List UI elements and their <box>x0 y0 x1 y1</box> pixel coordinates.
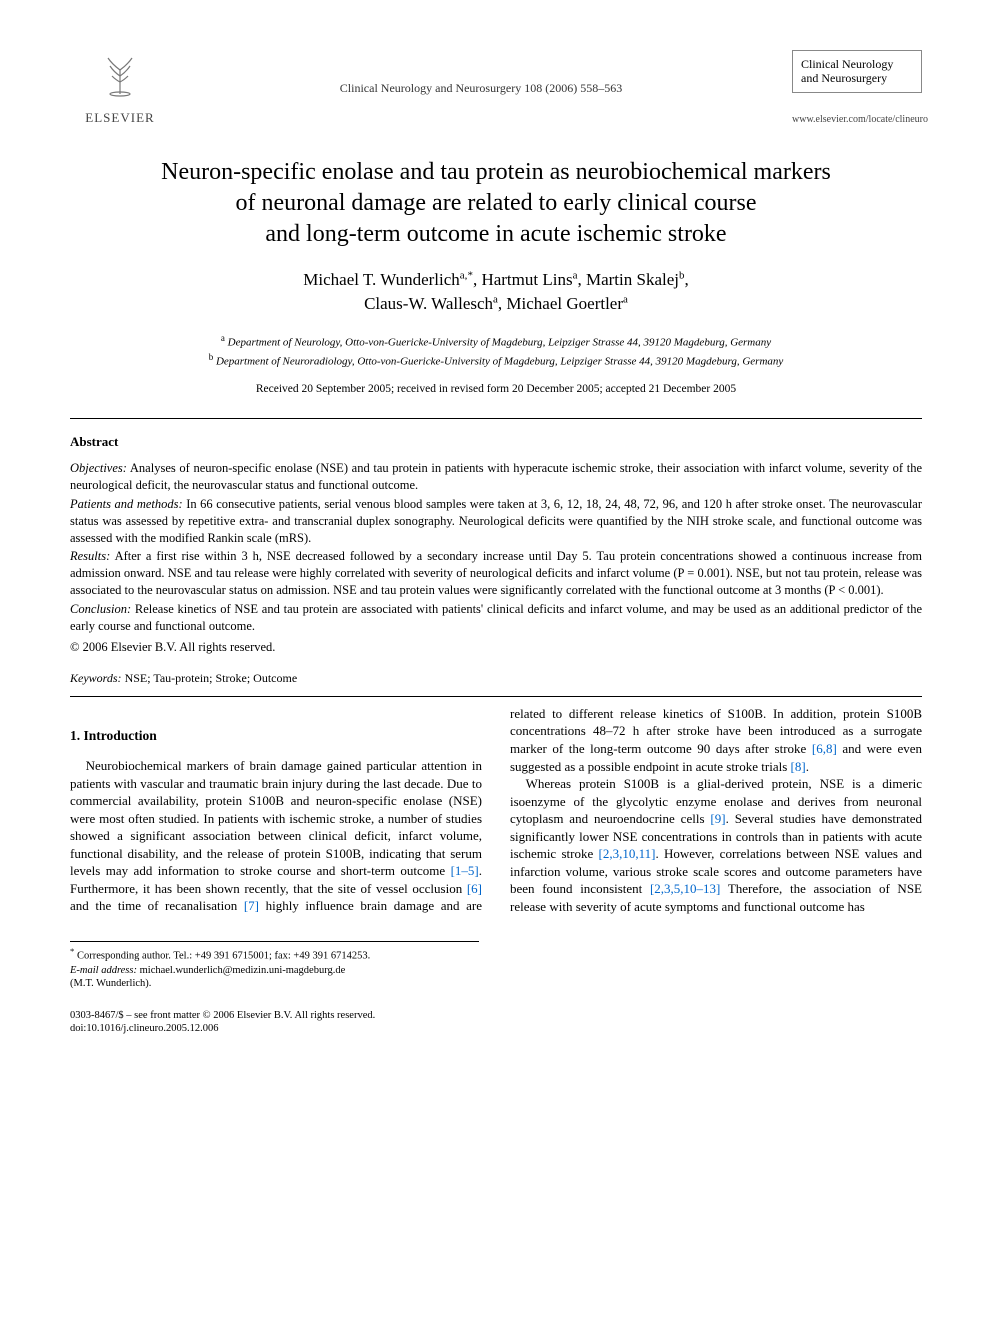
author-1: Michael T. Wunderlich <box>303 270 460 289</box>
author-4-aff: a <box>493 293 498 305</box>
affiliations: a Department of Neurology, Otto-von-Guer… <box>70 332 922 370</box>
abstract-heading: Abstract <box>70 433 922 451</box>
author-2-aff: a <box>573 270 578 282</box>
abstract-methods: Patients and methods: In 66 consecutive … <box>70 496 922 547</box>
cite-8[interactable]: [8] <box>791 759 806 774</box>
elsevier-tree-icon <box>96 50 144 109</box>
cite-6-8[interactable]: [6,8] <box>812 741 837 756</box>
corr-star: * <box>70 946 74 956</box>
aff-b-label: b <box>209 352 214 362</box>
p2e: . <box>806 759 809 774</box>
email-suffix: (M.T. Wunderlich). <box>70 977 479 991</box>
author-5-aff: a <box>623 293 628 305</box>
body-columns: 1. Introduction Neurobiochemical markers… <box>70 705 922 916</box>
journal-title-box: Clinical Neurology and Neurosurgery <box>792 50 922 93</box>
results-label: Results: <box>70 549 110 563</box>
cite-2-3-5-10-13[interactable]: [2,3,5,10–13] <box>650 881 720 896</box>
objectives-label: Objectives: <box>70 461 127 475</box>
cite-7[interactable]: [7] <box>244 898 259 913</box>
abstract-results: Results: After a first rise within 3 h, … <box>70 548 922 599</box>
aff-a-label: a <box>221 333 225 343</box>
authors-list: Michael T. Wunderlicha,*, Hartmut Linsa,… <box>70 268 922 316</box>
title-line2: of neuronal damage are related to early … <box>235 190 756 216</box>
page-header: ELSEVIER Clinical Neurology and Neurosur… <box>70 50 922 127</box>
journal-url: www.elsevier.com/locate/clineuro <box>792 113 922 127</box>
abstract-body: Objectives: Analyses of neuron-specific … <box>70 460 922 656</box>
footnotes: * Corresponding author. Tel.: +49 391 67… <box>70 941 479 990</box>
journal-title-block: Clinical Neurology and Neurosurgery www.… <box>792 50 922 126</box>
author-4: Claus-W. Wallesch <box>364 294 493 313</box>
footer-issn: 0303-8467/$ – see front matter © 2006 El… <box>70 1009 922 1023</box>
rule-top <box>70 418 922 419</box>
affiliation-b: b Department of Neuroradiology, Otto-von… <box>70 351 922 370</box>
email-line: E-mail address: michael.wunderlich@mediz… <box>70 964 479 978</box>
conclusion-text: Release kinetics of NSE and tau protein … <box>70 602 922 633</box>
cite-9[interactable]: [9] <box>710 811 725 826</box>
author-3-aff: b <box>679 270 685 282</box>
keywords-block: Keywords: NSE; Tau-protein; Stroke; Outc… <box>70 670 922 686</box>
aff-b-text: Department of Neuroradiology, Otto-von-G… <box>216 356 783 368</box>
journal-title-line2: and Neurosurgery <box>801 71 913 85</box>
copyright-line: © 2006 Elsevier B.V. All rights reserved… <box>70 639 922 656</box>
abstract-objectives: Objectives: Analyses of neuron-specific … <box>70 460 922 494</box>
cite-6[interactable]: [6] <box>467 881 482 896</box>
article-title: Neuron-specific enolase and tau protein … <box>70 157 922 251</box>
corr-text: Corresponding author. Tel.: +49 391 6715… <box>77 951 370 962</box>
email-label: E-mail address: <box>70 965 137 976</box>
p1a: Neurobiochemical markers of brain damage… <box>70 758 482 878</box>
author-3: Martin Skalej <box>586 270 679 289</box>
article-dates: Received 20 September 2005; received in … <box>70 382 922 398</box>
author-5: Michael Goertler <box>506 294 623 313</box>
aff-a-text: Department of Neurology, Otto-von-Gueric… <box>228 337 772 349</box>
footer-doi: doi:10.1016/j.clineuro.2005.12.006 <box>70 1022 922 1036</box>
author-2: Hartmut Lins <box>481 270 572 289</box>
p2a: occlusion <box>412 881 466 896</box>
email-address: michael.wunderlich@medizin.uni-magdeburg… <box>140 965 346 976</box>
cite-1-5[interactable]: [1–5] <box>451 863 479 878</box>
keywords-label: Keywords: <box>70 671 122 685</box>
corresponding-author-note: * Corresponding author. Tel.: +49 391 67… <box>70 946 479 963</box>
intro-para-3: Whereas protein S100B is a glial-derived… <box>510 775 922 915</box>
journal-citation: Clinical Neurology and Neurosurgery 108 … <box>170 50 792 96</box>
abstract-conclusion: Conclusion: Release kinetics of NSE and … <box>70 601 922 635</box>
keywords-text: NSE; Tau-protein; Stroke; Outcome <box>125 671 298 685</box>
affiliation-a: a Department of Neurology, Otto-von-Guer… <box>70 332 922 351</box>
title-line1: Neuron-specific enolase and tau protein … <box>161 159 831 185</box>
title-line3: and long-term outcome in acute ischemic … <box>265 221 726 247</box>
methods-label: Patients and methods: <box>70 497 183 511</box>
publisher-name: ELSEVIER <box>85 109 154 127</box>
author-1-corr: * <box>467 270 473 282</box>
results-text: After a first rise within 3 h, NSE decre… <box>70 549 922 597</box>
objectives-text: Analyses of neuron-specific enolase (NSE… <box>70 461 922 492</box>
footer-block: 0303-8467/$ – see front matter © 2006 El… <box>70 1009 922 1036</box>
rule-bottom <box>70 696 922 697</box>
cite-2-3-10-11[interactable]: [2,3,10,11] <box>599 846 656 861</box>
p2b: and the time of recanalisation <box>70 898 244 913</box>
journal-title-line1: Clinical Neurology <box>801 57 913 71</box>
methods-text: In 66 consecutive patients, serial venou… <box>70 497 922 545</box>
conclusion-label: Conclusion: <box>70 602 131 616</box>
intro-heading: 1. Introduction <box>70 727 482 745</box>
publisher-logo-block: ELSEVIER <box>70 50 170 127</box>
